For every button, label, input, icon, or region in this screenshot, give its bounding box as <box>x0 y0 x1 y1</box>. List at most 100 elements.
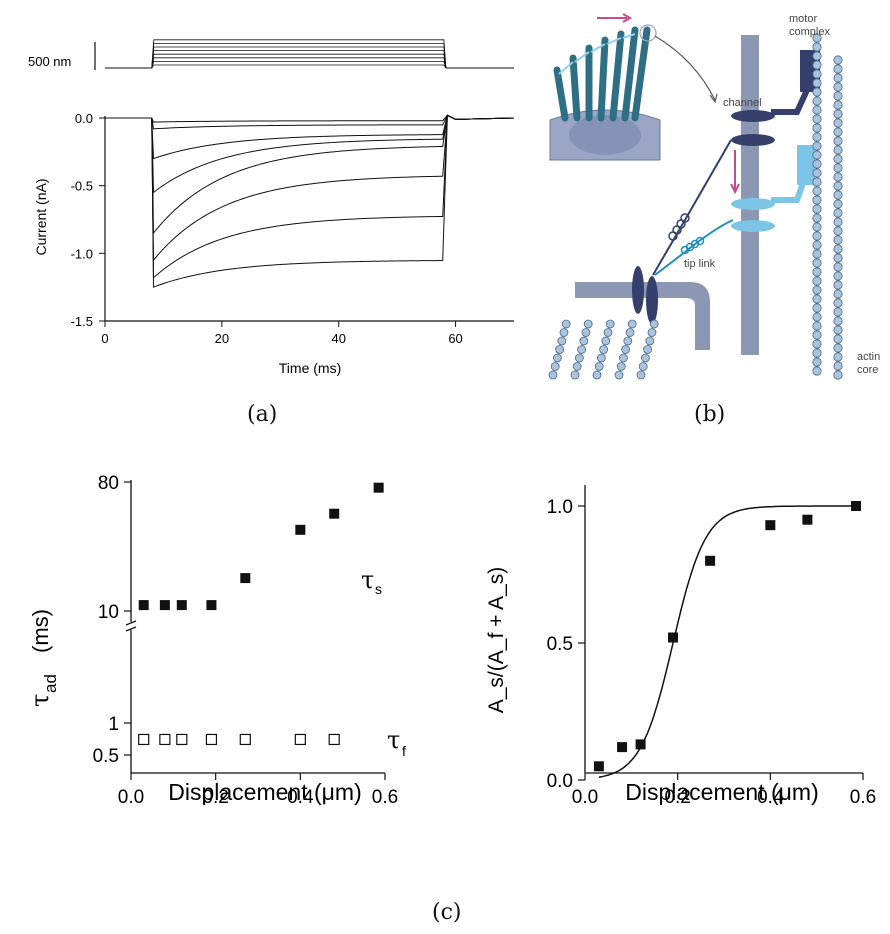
x-tick-label: 0.6 <box>372 787 398 808</box>
actin-bead <box>555 345 565 354</box>
actin-bead <box>599 345 608 354</box>
actin-bead <box>833 271 843 281</box>
ratio-point <box>635 739 646 750</box>
actin-bead <box>812 51 822 61</box>
actin-bead <box>581 328 591 337</box>
actin-bead <box>833 289 843 299</box>
actin-bead <box>833 199 843 209</box>
hair-bundle-diagram: motor complex channel tip link actin cor… <box>548 13 880 380</box>
ratio-chart: 0.0 0.2 0.4 0.60.00.51.0 Displacement (μm) … <box>485 485 876 808</box>
actin-bead <box>616 362 626 371</box>
tau-f-point <box>294 733 306 746</box>
current-traces <box>105 114 515 288</box>
ratio-axes: 0.0 0.2 0.4 0.6 0.0 0.5 1.0 <box>547 485 876 808</box>
panel-a-axes: 0 20 40 60 0.0 -0.5 -1.0 -1.5 <box>71 111 514 346</box>
motor-complex-light <box>797 145 815 185</box>
tip-link-closed <box>652 139 732 276</box>
actin-bead <box>638 362 648 371</box>
ratio-point <box>705 555 716 566</box>
actin-bead <box>833 226 843 236</box>
actin-bead <box>812 78 822 88</box>
actin-bead <box>559 328 569 337</box>
actin-bead <box>833 298 843 308</box>
channel-closed <box>731 110 775 122</box>
bundle-inset <box>549 13 718 161</box>
actin-bead <box>548 370 558 380</box>
label-actin: actin <box>857 351 880 363</box>
label-channel: channel <box>723 97 762 109</box>
x-tick-label: 0.2 <box>202 787 228 808</box>
tau-points <box>138 482 384 746</box>
actin-bead <box>570 370 580 380</box>
actin-bead <box>621 345 630 354</box>
y-tick-label: 1 <box>108 714 119 735</box>
svg-text:τ: τ <box>361 566 374 594</box>
stimulus-step <box>105 57 514 69</box>
actin-bead <box>833 145 843 155</box>
ratio-point <box>802 514 813 525</box>
svg-text:f: f <box>402 743 406 759</box>
actin-bead <box>833 280 843 290</box>
actin-bead <box>833 217 843 227</box>
x-tick-label: 40 <box>331 331 345 346</box>
tau-f-point <box>328 733 340 746</box>
current-trace <box>105 114 515 123</box>
y-tick-label: 0.0 <box>547 771 573 792</box>
actin-bead <box>627 319 637 329</box>
actin-bead <box>812 177 822 187</box>
actin-bead <box>812 204 822 214</box>
x-axis-label: Time (ms) <box>279 360 341 376</box>
actin-bead <box>623 336 633 346</box>
actin-bead <box>812 240 822 250</box>
actin-bead <box>594 362 604 371</box>
actin-bead <box>579 336 589 346</box>
x-tick-label: 0.4 <box>287 787 314 808</box>
actin-bead <box>812 42 822 52</box>
actin-bead <box>812 195 822 205</box>
svg-text:ad: ad <box>41 674 60 693</box>
actin-bead <box>557 336 567 346</box>
actin-bead <box>812 213 822 223</box>
y-tick-label: 0.5 <box>93 746 119 767</box>
tau-f-point <box>205 733 218 746</box>
current-trace <box>105 114 515 235</box>
actin-bead <box>833 118 843 128</box>
y-tick-label: -0.5 <box>71 179 93 194</box>
tau-s-point <box>159 600 170 611</box>
actin-bead <box>833 235 843 245</box>
ratio-points <box>593 501 862 772</box>
ratio-point <box>765 520 776 531</box>
x-axis-label: Displacement (μm) <box>625 779 818 805</box>
zoom-circle <box>639 24 657 42</box>
stimulus-step <box>105 39 514 69</box>
current-trace <box>105 114 515 194</box>
tau-chart: 0.0 0.2 0.4 0.6 0.5 1 10 80 Displacement (μm) τ… <box>26 473 406 808</box>
caption-a: (a) <box>247 402 278 427</box>
actin-bead <box>812 339 822 349</box>
actin-bead <box>833 55 843 65</box>
actin-bead <box>572 362 582 371</box>
actin-bead <box>833 73 843 83</box>
panel-a-chart: 500 nm 0 20 40 600.0-0.5-1.0-1.5 Time (ms) … <box>28 39 515 376</box>
actin-bead <box>812 150 822 160</box>
x-tick-label: 0.0 <box>118 787 144 808</box>
y-tick-label: 0.0 <box>75 111 93 126</box>
actin-bead <box>619 353 628 363</box>
actin-bead <box>643 345 652 354</box>
svg-text:s: s <box>375 581 382 597</box>
panel-a: 500 nm 0 20 40 60 0.0 -0.5 -1.0 -1.5 Time (ms) … <box>0 0 530 400</box>
legend-tau-s: τ s <box>361 566 382 597</box>
actin-bead <box>812 114 822 124</box>
actin-bead <box>833 136 843 146</box>
current-trace <box>105 114 515 160</box>
actin-bead <box>603 328 613 337</box>
actin-bead <box>647 328 657 337</box>
actin-bead <box>812 87 822 97</box>
actin-bead <box>636 370 646 380</box>
tau-s-point <box>295 524 306 535</box>
x-tick-label: 0.2 <box>664 787 690 808</box>
actin-bead <box>812 141 822 151</box>
boltzmann-fit <box>598 505 857 778</box>
svg-text:(ms): (ms) <box>28 609 53 653</box>
actin-bead <box>812 168 822 178</box>
